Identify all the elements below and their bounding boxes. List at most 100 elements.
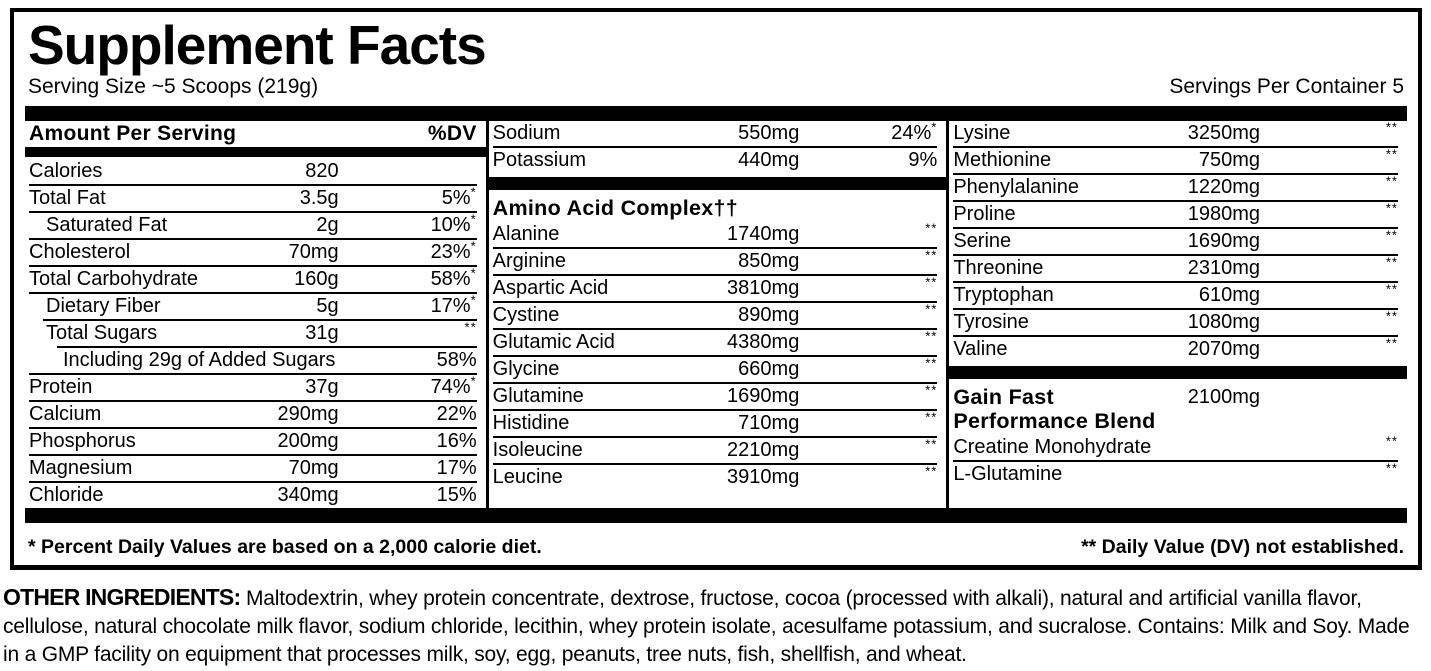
dv-asterisk: ** [1385,146,1398,162]
nutrient-dv: ** [1260,282,1398,307]
nutrient-row: Phosphorus 200mg 16% [29,429,477,454]
row-separator [492,146,938,148]
nutrient-row: Protein 37g 74%* [29,373,477,400]
nutrient-dv: 10%* [430,211,477,236]
other-ingredients-label: OTHER INGREDIENTS: [3,584,241,610]
nutrient-row: Calcium 290mg 22% [29,402,477,427]
nutrient-name: Calories [29,160,103,182]
nutrient-dv: 23%* [430,238,477,263]
row-separator [492,274,938,276]
row-separator [492,328,938,330]
nutrient-dv: 16% [436,430,477,452]
nutrient-name: Proline [953,203,1016,225]
other-ingredients-text: Maltodextrin, whey protein concentrate, … [3,587,1410,666]
nutrient-row: Total Fat 3.5g 5%* [29,184,477,211]
nutrient-row: Proline 1980mg ** [953,200,1398,227]
row-separator [29,373,477,375]
nutrient-row: Total Carbohydrate 160g 58%* [29,265,477,292]
nutrient-row: Tyrosine 1080mg ** [953,308,1398,335]
column-header-bar [25,147,486,157]
nutrient-name: Total Fat [29,187,106,209]
nutrient-row: Potassium 440mg 9% [493,148,938,173]
nutrient-amount: 1080mg [1187,311,1260,333]
nutrient-dv: ** [1260,200,1398,226]
nutrient-amount: 550mg [738,122,800,144]
footer-divider-bar [25,508,1407,523]
nutrient-dv: ** [1260,255,1398,280]
footnote-daily-value: * Percent Daily Values are based on a 2,… [28,536,542,558]
nutrient-name: Phosphorus [29,430,136,452]
nutrient-dv: ** [1260,146,1398,172]
nutrient-dv: 24%* [891,121,938,144]
row-separator [29,238,477,240]
nutrient-row: Glycine 660mg ** [492,356,938,382]
dv-asterisk: ** [1385,433,1398,449]
dv-asterisk: ** [925,247,938,263]
percent-dv-label: %DV [427,122,477,145]
row-separator [953,146,1398,148]
dv-asterisk: ** [925,328,938,344]
nutrient-amount: 1690mg [727,385,800,407]
serving-info-row: Serving Size ~5 Scoops (219g) Servings P… [28,76,1404,98]
nutrient-row: Alanine 1740mg ** [492,220,938,247]
dv-asterisk: * [470,238,477,254]
nutrient-dv: ** [799,464,937,489]
nutrient-name: Alanine [492,223,560,245]
nutrient-amount: 1690mg [1187,230,1260,252]
dv-asterisk: ** [1385,200,1398,216]
nutrient-dv: ** [1260,308,1398,334]
dv-asterisk: ** [925,220,938,236]
dv-asterisk: * [470,265,477,281]
row-separator [492,463,938,465]
nutrient-dv: 5%* [441,184,477,209]
dv-asterisk: * [470,373,477,389]
nutrient-dv: 22% [436,403,477,425]
nutrient-dv: ** [799,302,937,327]
nutrient-amount: 890mg [738,304,800,326]
nutrient-dv: ** [1260,228,1398,253]
nutrient-row: Total Sugars 31g ** [29,320,477,346]
section-header-row: Amino Acid Complex†† [493,194,938,222]
row-separator [29,292,477,294]
nutrient-name: Total Sugars [46,322,158,344]
dv-asterisk: ** [1385,173,1398,189]
nutrient-row: Aspartic Acid 3810mg ** [493,275,938,301]
nutrient-amount: 1980mg [1187,203,1260,225]
footnote-not-established: ** Daily Value (DV) not established. [1081,536,1404,558]
nutrient-name: Creatine Monohydrate [953,436,1152,458]
nutrient-dv: ** [799,328,938,354]
nutrient-dv: ** [799,410,937,435]
nutrient-dv: ** [1260,461,1398,486]
nutrient-name: Arginine [492,250,567,272]
nutrient-row: Calories 820 [29,159,477,184]
blend-header-row: Gain Fast Performance Blend 2100mg [953,383,1398,435]
nutrient-amount: 820 [305,160,339,182]
nutrient-amount: 2310mg [1187,257,1260,279]
nutrient-amount: 200mg [277,430,339,452]
page-title: Supplement Facts [28,14,487,76]
nutrient-row: Threonine 2310mg ** [953,255,1398,281]
row-separator [29,481,477,483]
nutrition-column-middle: Sodium 550mg 24%* Potassium 440mg 9% Amino Aci… [485,121,947,508]
nutrient-name: Glycine [492,358,560,380]
nutrient-amount: 3.5g [299,187,339,209]
amount-per-serving-label: Amount Per Serving [29,122,237,145]
nutrient-dv: 58%* [430,265,477,290]
nutrient-amount: 2100mg [1187,386,1260,408]
nutrient-dv: ** [799,356,937,381]
nutrient-amount: 1220mg [1187,176,1260,198]
nutrient-dv: ** [799,247,938,273]
nutrient-row: Isoleucine 2210mg ** [493,437,938,463]
nutrient-dv: ** [799,383,937,408]
nutrition-columns: Amount Per Serving %DV Calories 820 Total … [25,121,1407,508]
nutrient-amount: 2g [316,214,339,236]
nutrient-name: Saturated Fat [46,214,168,236]
nutrient-name: Including 29g of Added Sugars [63,349,336,371]
row-separator [492,409,938,411]
nutrient-dv: ** [1260,433,1398,459]
dv-asterisk: ** [1385,308,1398,324]
row-separator [953,200,1398,202]
nutrient-row: Magnesium 70mg 17% [29,456,477,481]
row-separator [953,460,1398,462]
nutrient-name: Potassium [492,149,587,171]
